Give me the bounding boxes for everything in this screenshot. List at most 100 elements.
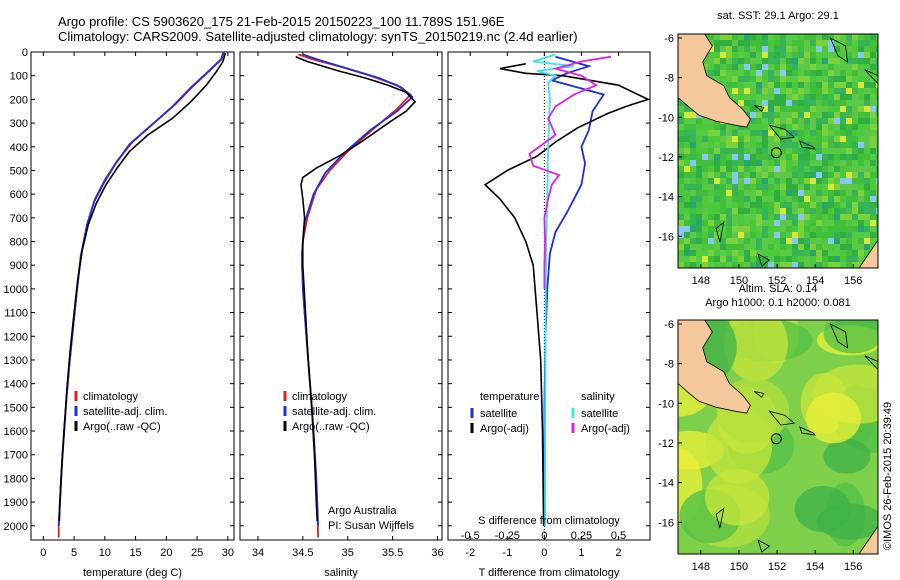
papua-new-guinea-land: [678, 320, 751, 414]
sla-map-ytick-label: -16: [658, 517, 674, 529]
panel-salinity: 34 34.5 35 35.5 36 salinity climatology satelli…: [239, 51, 444, 579]
sst-map-xtick-label: 152: [768, 275, 786, 287]
sla-map-xtick-label: 156: [844, 561, 862, 573]
depth-tick-label: 900: [10, 260, 28, 272]
depth-tick-label: 1300: [4, 355, 28, 367]
sst-map-field: [678, 34, 878, 268]
diff-legend-label: satellite: [581, 408, 618, 420]
difference-series-s-argo-adj-: [528, 55, 612, 289]
papua-new-guinea-land: [678, 34, 751, 128]
sla-map-ytick-label: -8: [664, 359, 674, 371]
diff-s-tick-label: -0.5: [461, 530, 480, 542]
depth-tick-label: 200: [10, 94, 28, 106]
difference-series-t-satellite: [543, 55, 606, 526]
temperature-legend-label: climatology: [83, 391, 139, 403]
sla-map-xtick-label: 148: [692, 561, 710, 573]
island-outline: [864, 69, 878, 85]
sla-map-axes-box: [677, 319, 879, 555]
sst-map-ytick-label: -6: [664, 33, 674, 45]
island-outline: [757, 539, 771, 553]
diff-legend-label: Argo(-adj): [581, 423, 630, 435]
depth-tick-label: 1000: [4, 284, 28, 296]
temperature-xtick-label: 20: [160, 547, 172, 559]
argo-float-marker: [770, 433, 782, 445]
diff-legend-heading: temperature: [480, 391, 539, 403]
depth-tick-label: 1200: [4, 331, 28, 343]
sst-map-xtick-label: 150: [730, 275, 748, 287]
temperature-xtick-label: 5: [71, 547, 77, 559]
panel-sst-map: 148 150 152 154 156 -6 -8 -10 -12 -14 -16 sat. SST:…: [658, 10, 879, 287]
island-outline: [768, 410, 796, 426]
depth-tick-label: 500: [10, 165, 28, 177]
depth-tick-label: 100: [10, 71, 28, 83]
diff-xlabel-top: S difference from climatology: [478, 515, 620, 527]
sst-map-ytick-label: -14: [658, 192, 674, 204]
difference-xtick-label: -1: [502, 547, 512, 559]
island-outline: [829, 323, 848, 349]
temperature-series-argo-raw-qc-: [58, 52, 227, 522]
diff-s-tick-label: -0.25: [495, 530, 520, 542]
panel-sla-map: 148 150 152 154 156 -6 -8 -10 -12 -14 -16 Altim. SL…: [658, 283, 879, 573]
sla-map-xtick-label: 152: [768, 561, 786, 573]
island-outline: [768, 124, 796, 140]
depth-tick-label: 2000: [4, 521, 28, 533]
argo-annotation: PI: Susan Wijffels: [328, 520, 414, 532]
sst-map-ytick-label: -8: [664, 73, 674, 85]
coral-sea-land: [858, 239, 878, 268]
depth-tick-label: 800: [10, 237, 28, 249]
island-outline: [753, 105, 765, 112]
depth-tick-label: 400: [10, 142, 28, 154]
salinity-xtick-label: 36: [431, 547, 443, 559]
temperature-legend-label: satellite-adj. clim.: [83, 406, 167, 418]
temperature-axes-box: [30, 51, 235, 541]
sst-map-title: sat. SST: 29.1 Argo: 29.1: [717, 10, 839, 22]
salinity-xtick-label: 34.5: [292, 547, 313, 559]
sst-map-ytick-label: -12: [658, 152, 674, 164]
diff-legend-label: satellite: [480, 408, 517, 420]
difference-xtick-label: 2: [615, 547, 621, 559]
sst-map-xtick-label: 148: [692, 275, 710, 287]
salinity-legend-label: Argo(..raw -QC): [292, 421, 370, 433]
coral-sea-land: [858, 525, 878, 554]
island-outline: [864, 355, 878, 371]
difference-xtick-label: -2: [465, 547, 475, 559]
salinity-xlabel: salinity: [324, 567, 358, 579]
salinity-legend-label: climatology: [292, 391, 348, 403]
sla-map-ytick-label: -12: [658, 438, 674, 450]
island-outline: [829, 37, 848, 63]
temperature-xlabel: temperature (deg C): [83, 567, 182, 579]
depth-tick-label: 0: [22, 47, 28, 59]
salinity-xtick-label: 35: [342, 547, 354, 559]
diff-legend-label: Argo(-adj): [480, 423, 529, 435]
diff-s-tick-label: 0.25: [571, 530, 592, 542]
sla-map-ytick-label: -10: [658, 398, 674, 410]
depth-tick-label: 1600: [4, 426, 28, 438]
difference-xlabel: T difference from climatology: [479, 567, 620, 579]
depth-tick-label: 1800: [4, 473, 28, 485]
difference-xtick-label: 0: [541, 547, 547, 559]
sla-map-subtitle: Argo h1000: 0.1 h2000: 0.081: [705, 297, 851, 309]
figure-title-line2: Climatology: CARS2009. Satellite-adjuste…: [58, 29, 578, 44]
depth-tick-label: 1700: [4, 450, 28, 462]
salinity-legend-label: satellite-adj. clim.: [292, 406, 376, 418]
sla-map-xtick-label: 154: [806, 561, 824, 573]
salinity-axes-box: [239, 51, 443, 541]
sst-map-xtick-label: 156: [844, 275, 862, 287]
difference-series-t-argo-adj-: [483, 63, 651, 526]
sst-map-xtick-label: 154: [806, 275, 824, 287]
temperature-xtick-label: 25: [191, 547, 203, 559]
depth-tick-label: 1500: [4, 402, 28, 414]
island-outline: [715, 507, 725, 529]
diff-legend-heading: salinity: [581, 391, 615, 403]
sst-map-ytick-label: -16: [658, 231, 674, 243]
temperature-xtick-label: 10: [99, 547, 111, 559]
salinity-xtick-label: 34: [252, 547, 264, 559]
sla-map-title: Altim. SLA: 0.14: [739, 283, 818, 295]
island-outline: [753, 391, 765, 398]
depth-tick-label: 300: [10, 118, 28, 130]
difference-xtick-label: 1: [578, 547, 584, 559]
salinity-xtick-label: 35.5: [382, 547, 403, 559]
argo-float-marker: [770, 147, 782, 159]
diff-s-tick-label: 0.5: [611, 530, 626, 542]
island-outline: [715, 221, 725, 243]
